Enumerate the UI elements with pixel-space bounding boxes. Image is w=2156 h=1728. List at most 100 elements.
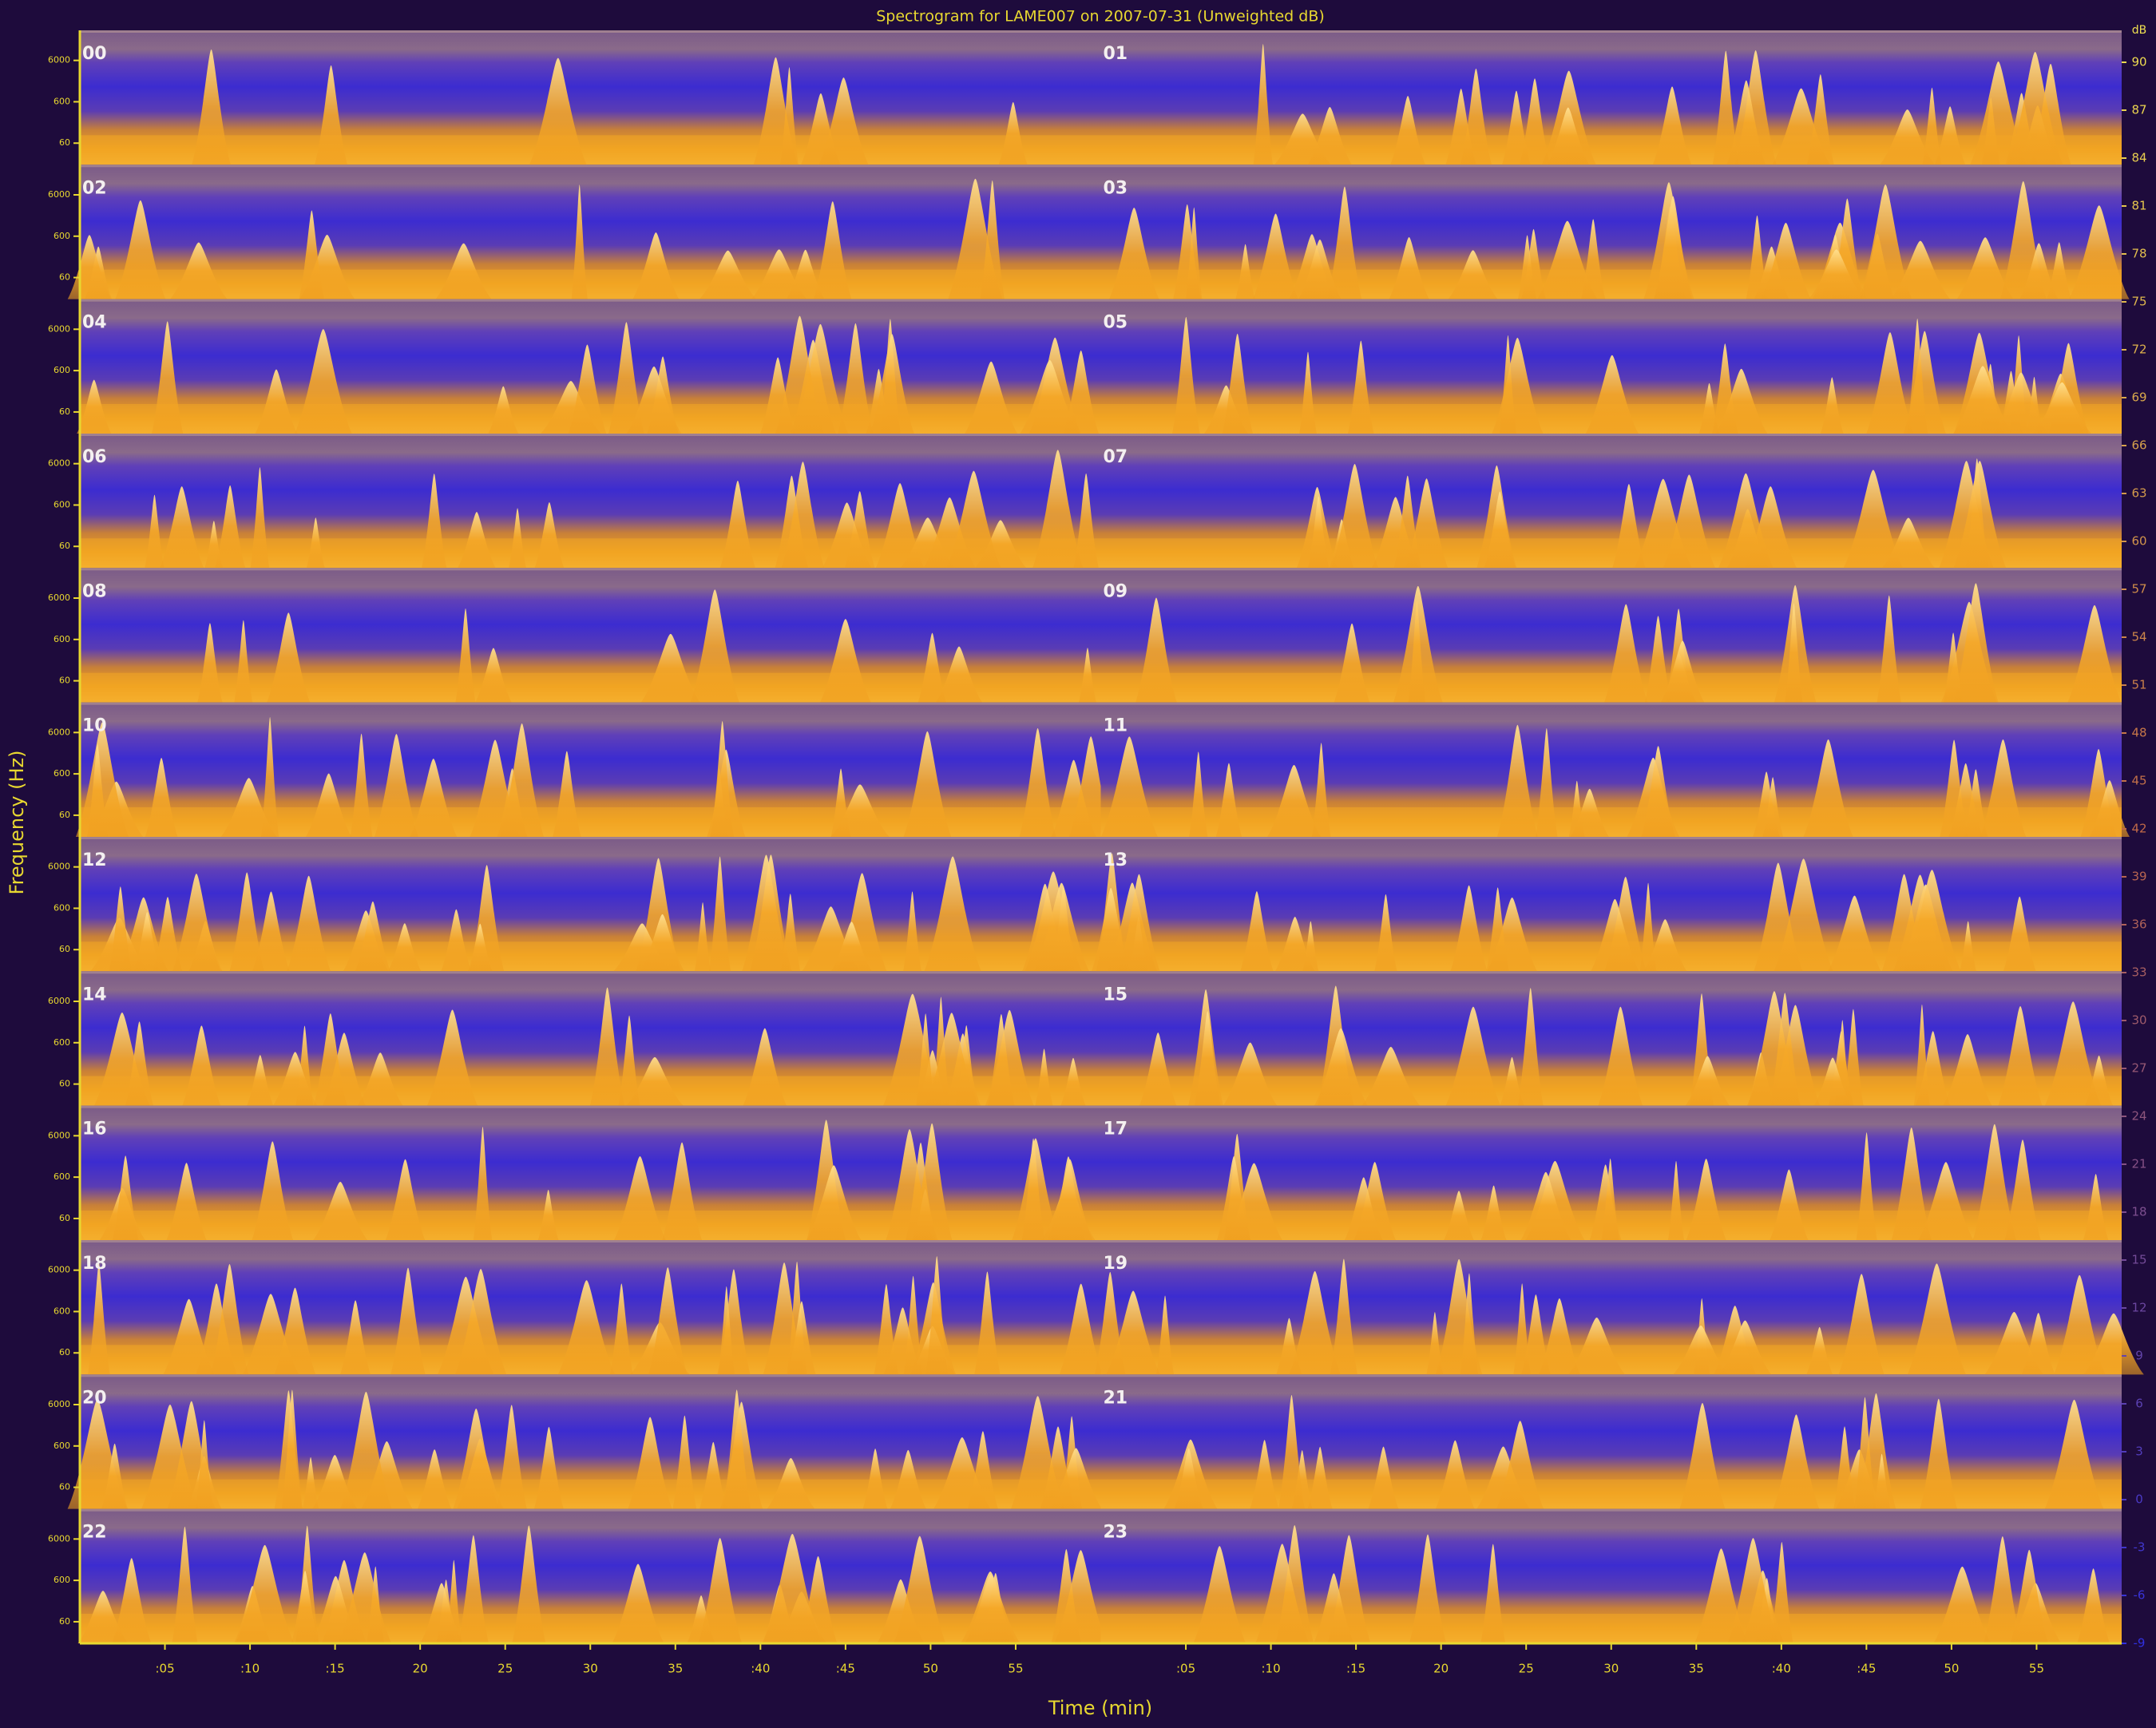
spectrogram-texture: [338, 1552, 392, 1643]
spectrogram-texture: [252, 891, 290, 972]
spectrogram-texture: [80, 1613, 1101, 1643]
spectrogram-panel: [1100, 1374, 2122, 1509]
spectrogram-texture: [1254, 1544, 1310, 1643]
spectrogram-texture: [1344, 1177, 1383, 1240]
y-tick-label: 600: [54, 1441, 70, 1451]
spectrogram-texture: [1653, 196, 1693, 299]
x-tick-label: :15: [1346, 1662, 1365, 1676]
spectrogram-texture: [1059, 1283, 1103, 1375]
spectrogram-texture: [1993, 372, 2049, 434]
colorbar-tick-label: 3: [2135, 1445, 2143, 1459]
panel-border: [1100, 1374, 2122, 1377]
spectrogram-texture: [1222, 333, 1253, 434]
spectrogram-texture: [2004, 1139, 2041, 1240]
spectrogram-texture: [1956, 237, 2014, 299]
colorbar-tick-label: 0: [2135, 1492, 2143, 1507]
spectrogram-texture: [374, 734, 418, 837]
spectrogram-texture: [1032, 450, 1084, 569]
spectrogram-texture: [1769, 993, 1801, 1106]
spectrogram-texture: [1679, 1402, 1726, 1509]
spectrogram-texture: [435, 243, 492, 299]
colorbar-tick-label: 63: [2131, 486, 2146, 501]
spectrogram-texture: [1460, 1273, 1479, 1375]
spectrogram-texture: [101, 1443, 129, 1509]
spectrogram-texture: [698, 1538, 743, 1643]
spectrogram-texture: [1881, 517, 1936, 569]
spectrogram-texture: [1536, 220, 1598, 299]
x-tick-label: 35: [1689, 1662, 1704, 1676]
spectrogram-texture: [894, 1536, 946, 1643]
spectrogram-texture: [1100, 135, 2122, 165]
spectrogram-texture: [718, 1286, 735, 1375]
colorbar-tick-label: 36: [2131, 918, 2146, 932]
spectrogram-texture: [1774, 858, 1833, 972]
spectrogram-panel: [80, 434, 1101, 569]
spectrogram-texture: [1920, 1398, 1958, 1509]
spectrogram-texture: [426, 1009, 478, 1106]
spectrogram-texture: [247, 1055, 274, 1106]
spectrogram-texture: [1568, 780, 1585, 837]
spectrogram-texture: [708, 856, 731, 972]
spectrogram-texture: [417, 1449, 452, 1509]
spectrogram-texture: [924, 856, 981, 972]
spectrogram-texture: [1856, 1132, 1877, 1240]
spectrogram-texture: [274, 1287, 316, 1375]
x-tick-label: 30: [583, 1662, 598, 1676]
panel-border: [80, 1374, 1101, 1377]
spectrogram-texture: [1714, 368, 1768, 434]
spectrogram-panel: [80, 971, 1101, 1106]
spectrogram-panel: [80, 1240, 1103, 1375]
y-tick-label: 600: [54, 499, 70, 509]
spectrogram-texture: [1536, 727, 1558, 837]
hour-label: 19: [1104, 1254, 1128, 1274]
spectrogram-texture: [662, 1142, 703, 1240]
panel-border: [80, 30, 1101, 33]
spectrogram-texture: [985, 1009, 1034, 1106]
spectrogram-texture: [1078, 648, 1097, 703]
spectrogram-texture: [608, 322, 644, 434]
panel-border: [1100, 434, 2122, 436]
spectrogram-panel: [75, 702, 1113, 837]
panel-border: [1100, 702, 2122, 705]
spectrogram-texture: [1667, 1160, 1685, 1240]
spectrogram-texture: [1980, 739, 2027, 837]
y-tick-label: 6000: [48, 323, 70, 334]
colorbar-tick-label: 57: [2131, 582, 2146, 596]
x-tick-label: :05: [1176, 1662, 1195, 1676]
y-tick-label: 6000: [48, 1533, 70, 1544]
spectrogram-texture: [723, 1389, 751, 1509]
spectrogram-texture: [1833, 1426, 1856, 1509]
spectrogram-panel: [67, 164, 1101, 299]
spectrogram-texture: [534, 501, 565, 569]
spectrogram-texture: [1660, 640, 1705, 703]
panel-border: [1100, 164, 2122, 168]
spectrogram-texture: [2083, 1313, 2144, 1375]
spectrogram-texture: [628, 1417, 672, 1509]
spectrogram-texture: [557, 1280, 616, 1375]
spectrogram-texture: [2077, 1568, 2110, 1643]
spectrogram-texture: [229, 872, 264, 972]
spectrogram-texture: [1673, 1325, 1729, 1375]
y-tick-label: 600: [54, 1171, 70, 1182]
x-tick-label: 55: [1008, 1662, 1023, 1676]
colorbar-tick-label: 15: [2131, 1253, 2146, 1267]
x-tick-label: 25: [497, 1662, 513, 1676]
colorbar-tick-label: 87: [2131, 103, 2146, 117]
colorbar-tick-label: 69: [2131, 390, 2146, 405]
spectrogram-texture: [781, 462, 825, 569]
spectrogram-texture: [1686, 1159, 1726, 1240]
spectrogram-texture: [109, 886, 133, 972]
hour-label: 10: [82, 716, 107, 736]
spectrogram-texture: [1313, 1573, 1354, 1643]
spectrogram-texture: [1450, 885, 1488, 972]
spectrogram-texture: [1298, 239, 1342, 299]
y-tick-label: 60: [59, 810, 70, 820]
y-tick-label: 600: [54, 634, 70, 644]
spectrogram-texture: [287, 875, 331, 972]
y-tick-label: 600: [54, 1037, 70, 1048]
spectrogram-panel: [1091, 837, 2122, 972]
spectrogram-texture: [1918, 1162, 1974, 1240]
spectrogram-texture: [1970, 61, 2027, 165]
colorbar-tick-label: 90: [2131, 55, 2146, 69]
